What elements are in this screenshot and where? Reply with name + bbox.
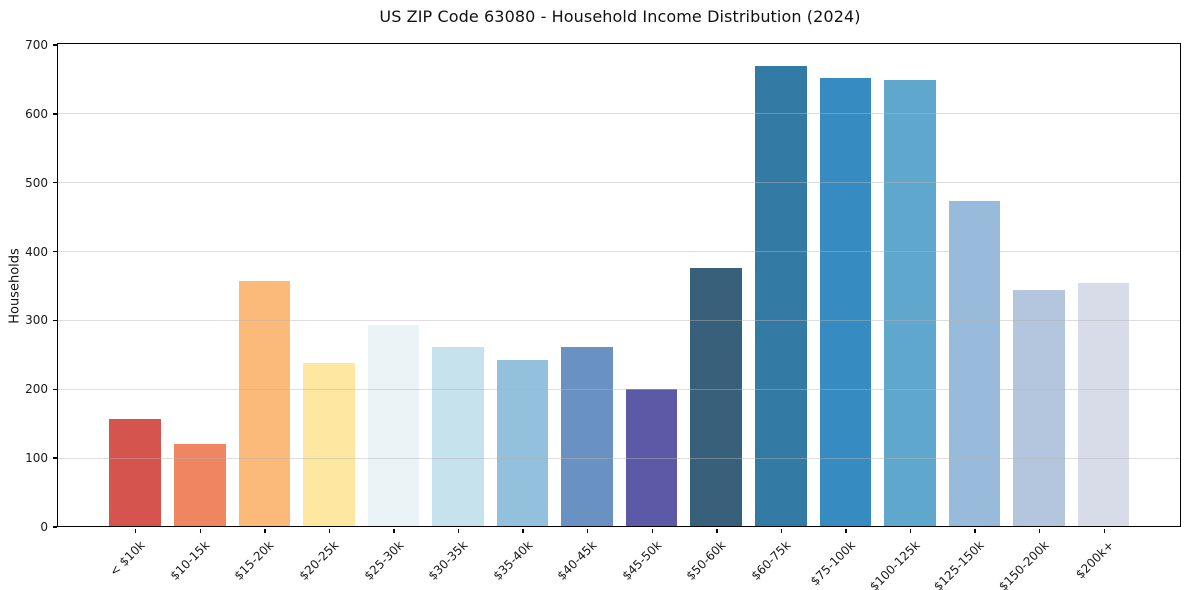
- y-tick-mark-200: [53, 388, 58, 390]
- bar-1: [173, 443, 226, 527]
- y-tick-label-700: 700: [25, 38, 48, 52]
- x-tick-label-13: $125-150k: [931, 538, 987, 590]
- y-tick-mark-700: [53, 44, 58, 46]
- gridline-400: [58, 250, 1181, 252]
- x-tick-label-3: $20-25k: [296, 538, 342, 583]
- x-tick-label-15: $200k+: [1072, 538, 1117, 582]
- x-tick-mark-0: [135, 528, 137, 533]
- x-tick-label-12: $100-125k: [866, 538, 923, 590]
- gridline-600: [58, 113, 1181, 115]
- gridline-200: [58, 388, 1181, 390]
- bar-4: [367, 325, 420, 527]
- y-tick-label-400: 400: [25, 244, 48, 259]
- bar-0: [109, 419, 161, 527]
- bar-12: [884, 80, 936, 527]
- x-tick-label-7: $40-45k: [554, 538, 600, 583]
- x-tick-label-11: $75-100k: [807, 538, 858, 589]
- bar-13: [948, 201, 1001, 527]
- y-tick-label-500: 500: [25, 175, 48, 190]
- x-tick-mark-15: [1103, 528, 1105, 533]
- gridline-500: [58, 182, 1181, 184]
- y-tick-label-100: 100: [25, 451, 48, 466]
- x-tick-mark-12: [909, 528, 912, 533]
- y-tick-mark-400: [53, 250, 58, 253]
- x-tick-label-5: $30-35k: [425, 538, 471, 583]
- bar-7: [561, 347, 613, 527]
- bar-2: [238, 280, 291, 527]
- bar-3: [303, 362, 355, 527]
- x-tick-label-8: $45-50k: [619, 538, 665, 583]
- x-tick-mark-9: [716, 528, 718, 533]
- y-tick-label-0: 0: [40, 520, 48, 534]
- x-tick-label-1: $10-15k: [167, 538, 213, 583]
- x-tick-mark-13: [974, 528, 976, 533]
- y-tick-mark-0: [53, 526, 58, 528]
- bar-10: [755, 66, 807, 527]
- plot-area: [57, 43, 1182, 528]
- y-tick-mark-300: [53, 319, 58, 322]
- bar-9: [690, 268, 743, 527]
- bar-8: [625, 388, 678, 527]
- x-tick-label-10: $60-75k: [748, 538, 794, 583]
- bar-6: [496, 359, 549, 527]
- gridline-100: [58, 457, 1181, 459]
- x-tick-label-2: $15-20k: [231, 538, 277, 583]
- bar-14: [1013, 290, 1065, 527]
- x-tick-mark-1: [199, 528, 202, 533]
- x-tick-mark-14: [1038, 528, 1041, 533]
- gridline-300: [58, 319, 1181, 321]
- x-tick-mark-3: [328, 528, 331, 533]
- chart-title: US ZIP Code 63080 - Household Income Dis…: [379, 7, 861, 26]
- x-tick-mark-5: [457, 528, 460, 533]
- x-tick-mark-7: [587, 528, 589, 533]
- y-tick-label-600: 600: [25, 106, 48, 121]
- y-tick-label-300: 300: [25, 313, 48, 328]
- bar-15: [1077, 283, 1130, 527]
- x-tick-label-6: $35-40k: [490, 538, 536, 583]
- x-tick-label-4: $25-30k: [361, 538, 406, 583]
- bar-5: [432, 346, 484, 527]
- x-tick-mark-4: [393, 528, 395, 533]
- bar-11: [819, 78, 872, 527]
- x-tick-mark-11: [845, 528, 847, 533]
- y-tick-mark-600: [53, 113, 58, 115]
- y-tick-mark-100: [53, 457, 58, 459]
- x-tick-mark-6: [522, 528, 524, 533]
- x-tick-label-9: $50-60k: [683, 538, 729, 583]
- y-tick-label-200: 200: [25, 382, 48, 397]
- x-tick-label-14: $150-200k: [995, 538, 1052, 590]
- y-tick-mark-500: [53, 182, 58, 184]
- x-tick-label-0: < $10k: [106, 538, 148, 579]
- x-tick-mark-2: [264, 528, 266, 533]
- x-tick-mark-10: [780, 528, 783, 533]
- x-tick-mark-8: [651, 528, 653, 533]
